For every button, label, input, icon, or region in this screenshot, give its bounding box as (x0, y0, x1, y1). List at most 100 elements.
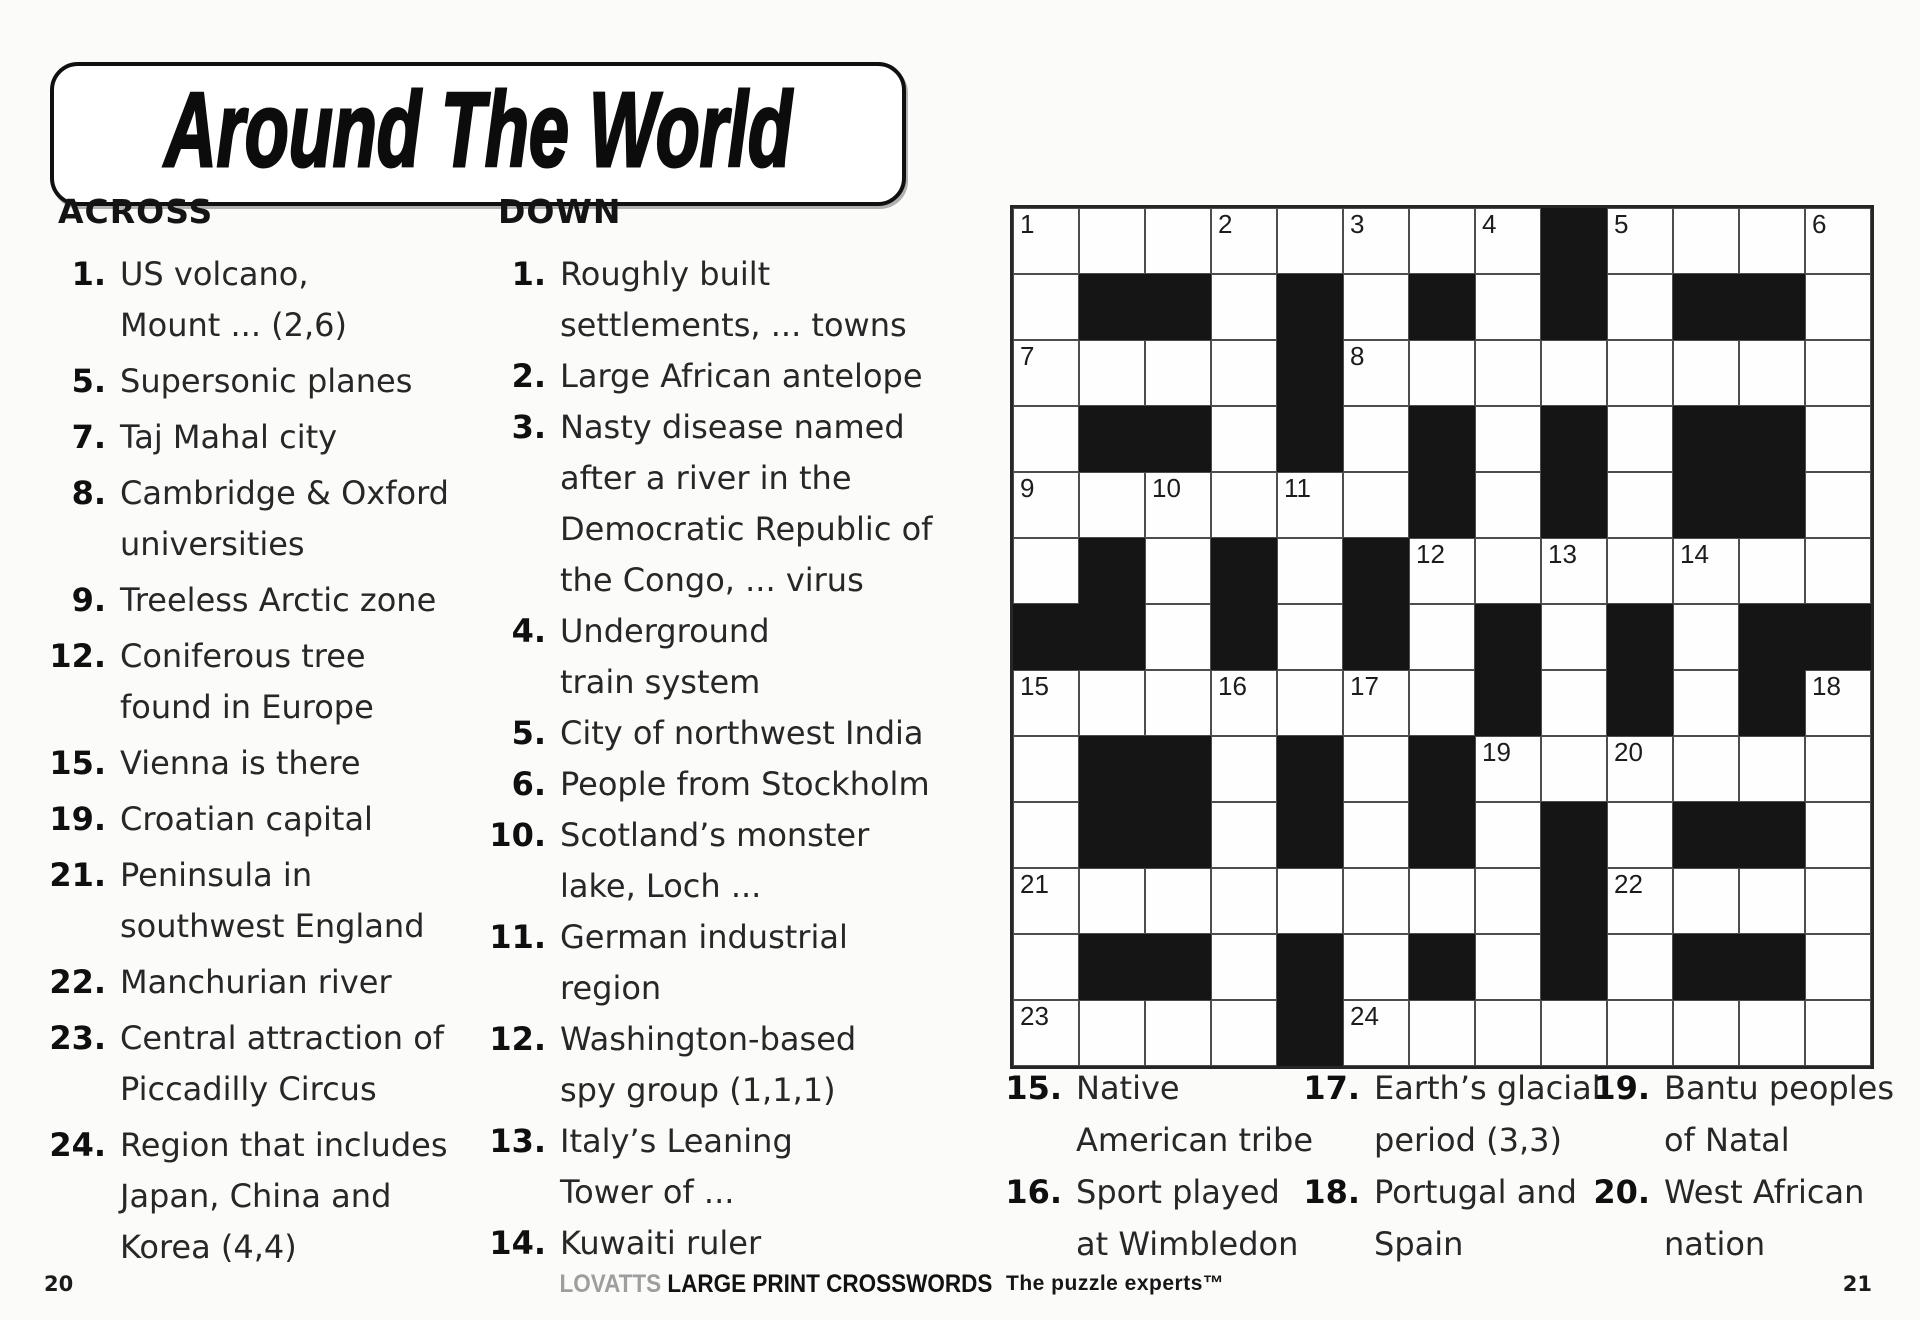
grid-cell-r4c2[interactable]: 10 (1145, 472, 1211, 538)
grid-cell-r0c9[interactable]: 5 (1607, 208, 1673, 274)
grid-cell-r9c0[interactable] (1013, 802, 1079, 868)
grid-cell-r7c12[interactable]: 18 (1805, 670, 1871, 736)
grid-cell-r5c12[interactable] (1805, 538, 1871, 604)
grid-cell-r2c2[interactable] (1145, 340, 1211, 406)
grid-cell-r5c9[interactable] (1607, 538, 1673, 604)
grid-cell-r11c3[interactable] (1211, 934, 1277, 1000)
grid-cell-r4c3[interactable] (1211, 472, 1277, 538)
grid-cell-r10c6[interactable] (1409, 868, 1475, 934)
grid-cell-r6c2[interactable] (1145, 604, 1211, 670)
grid-cell-r11c7[interactable] (1475, 934, 1541, 1000)
grid-cell-r5c11[interactable] (1739, 538, 1805, 604)
grid-cell-r11c9[interactable] (1607, 934, 1673, 1000)
grid-cell-r4c9[interactable] (1607, 472, 1673, 538)
grid-cell-r6c8[interactable] (1541, 604, 1607, 670)
grid-cell-r6c4[interactable] (1277, 604, 1343, 670)
grid-cell-r7c10[interactable] (1673, 670, 1739, 736)
grid-cell-r10c11[interactable] (1739, 868, 1805, 934)
grid-cell-r10c1[interactable] (1079, 868, 1145, 934)
grid-cell-r5c2[interactable] (1145, 538, 1211, 604)
grid-cell-r2c0[interactable]: 7 (1013, 340, 1079, 406)
grid-cell-r12c3[interactable] (1211, 1000, 1277, 1066)
grid-cell-r11c5[interactable] (1343, 934, 1409, 1000)
grid-cell-r8c7[interactable]: 19 (1475, 736, 1541, 802)
grid-cell-r9c3[interactable] (1211, 802, 1277, 868)
grid-cell-r3c3[interactable] (1211, 406, 1277, 472)
grid-cell-r12c6[interactable] (1409, 1000, 1475, 1066)
grid-cell-r5c4[interactable] (1277, 538, 1343, 604)
grid-cell-r7c3[interactable]: 16 (1211, 670, 1277, 736)
grid-cell-r4c5[interactable] (1343, 472, 1409, 538)
grid-cell-r2c8[interactable] (1541, 340, 1607, 406)
grid-cell-r8c3[interactable] (1211, 736, 1277, 802)
grid-cell-r9c5[interactable] (1343, 802, 1409, 868)
grid-cell-r9c9[interactable] (1607, 802, 1673, 868)
grid-cell-r2c10[interactable] (1673, 340, 1739, 406)
grid-cell-r10c7[interactable] (1475, 868, 1541, 934)
grid-cell-r9c12[interactable] (1805, 802, 1871, 868)
grid-cell-r2c7[interactable] (1475, 340, 1541, 406)
grid-cell-r8c5[interactable] (1343, 736, 1409, 802)
grid-cell-r7c5[interactable]: 17 (1343, 670, 1409, 736)
grid-cell-r2c6[interactable] (1409, 340, 1475, 406)
grid-cell-r3c5[interactable] (1343, 406, 1409, 472)
grid-cell-r1c3[interactable] (1211, 274, 1277, 340)
grid-cell-r12c7[interactable] (1475, 1000, 1541, 1066)
grid-cell-r12c2[interactable] (1145, 1000, 1211, 1066)
grid-cell-r7c4[interactable] (1277, 670, 1343, 736)
grid-cell-r12c10[interactable] (1673, 1000, 1739, 1066)
grid-cell-r1c7[interactable] (1475, 274, 1541, 340)
grid-cell-r2c12[interactable] (1805, 340, 1871, 406)
grid-cell-r10c5[interactable] (1343, 868, 1409, 934)
grid-cell-r0c2[interactable] (1145, 208, 1211, 274)
grid-cell-r4c0[interactable]: 9 (1013, 472, 1079, 538)
grid-cell-r4c4[interactable]: 11 (1277, 472, 1343, 538)
grid-cell-r1c5[interactable] (1343, 274, 1409, 340)
grid-cell-r6c6[interactable] (1409, 604, 1475, 670)
grid-cell-r0c10[interactable] (1673, 208, 1739, 274)
grid-cell-r5c6[interactable]: 12 (1409, 538, 1475, 604)
grid-cell-r10c10[interactable] (1673, 868, 1739, 934)
grid-cell-r2c9[interactable] (1607, 340, 1673, 406)
grid-cell-r0c4[interactable] (1277, 208, 1343, 274)
grid-cell-r12c5[interactable]: 24 (1343, 1000, 1409, 1066)
grid-cell-r8c0[interactable] (1013, 736, 1079, 802)
grid-cell-r4c7[interactable] (1475, 472, 1541, 538)
grid-cell-r0c11[interactable] (1739, 208, 1805, 274)
grid-cell-r12c1[interactable] (1079, 1000, 1145, 1066)
grid-cell-r1c12[interactable] (1805, 274, 1871, 340)
grid-cell-r0c7[interactable]: 4 (1475, 208, 1541, 274)
grid-cell-r12c0[interactable]: 23 (1013, 1000, 1079, 1066)
grid-cell-r5c8[interactable]: 13 (1541, 538, 1607, 604)
grid-cell-r2c3[interactable] (1211, 340, 1277, 406)
grid-cell-r5c0[interactable] (1013, 538, 1079, 604)
grid-cell-r12c8[interactable] (1541, 1000, 1607, 1066)
grid-cell-r7c1[interactable] (1079, 670, 1145, 736)
grid-cell-r4c1[interactable] (1079, 472, 1145, 538)
grid-cell-r3c9[interactable] (1607, 406, 1673, 472)
grid-cell-r9c7[interactable] (1475, 802, 1541, 868)
grid-cell-r8c10[interactable] (1673, 736, 1739, 802)
grid-cell-r0c12[interactable]: 6 (1805, 208, 1871, 274)
grid-cell-r8c9[interactable]: 20 (1607, 736, 1673, 802)
grid-cell-r0c0[interactable]: 1 (1013, 208, 1079, 274)
grid-cell-r0c1[interactable] (1079, 208, 1145, 274)
grid-cell-r12c12[interactable] (1805, 1000, 1871, 1066)
grid-cell-r11c12[interactable] (1805, 934, 1871, 1000)
grid-cell-r1c0[interactable] (1013, 274, 1079, 340)
grid-cell-r3c0[interactable] (1013, 406, 1079, 472)
grid-cell-r7c6[interactable] (1409, 670, 1475, 736)
grid-cell-r11c0[interactable] (1013, 934, 1079, 1000)
grid-cell-r0c3[interactable]: 2 (1211, 208, 1277, 274)
grid-cell-r2c5[interactable]: 8 (1343, 340, 1409, 406)
grid-cell-r2c11[interactable] (1739, 340, 1805, 406)
grid-cell-r3c7[interactable] (1475, 406, 1541, 472)
grid-cell-r7c0[interactable]: 15 (1013, 670, 1079, 736)
grid-cell-r12c9[interactable] (1607, 1000, 1673, 1066)
grid-cell-r0c6[interactable] (1409, 208, 1475, 274)
grid-cell-r5c10[interactable]: 14 (1673, 538, 1739, 604)
grid-cell-r2c1[interactable] (1079, 340, 1145, 406)
grid-cell-r10c4[interactable] (1277, 868, 1343, 934)
grid-cell-r3c12[interactable] (1805, 406, 1871, 472)
grid-cell-r8c11[interactable] (1739, 736, 1805, 802)
